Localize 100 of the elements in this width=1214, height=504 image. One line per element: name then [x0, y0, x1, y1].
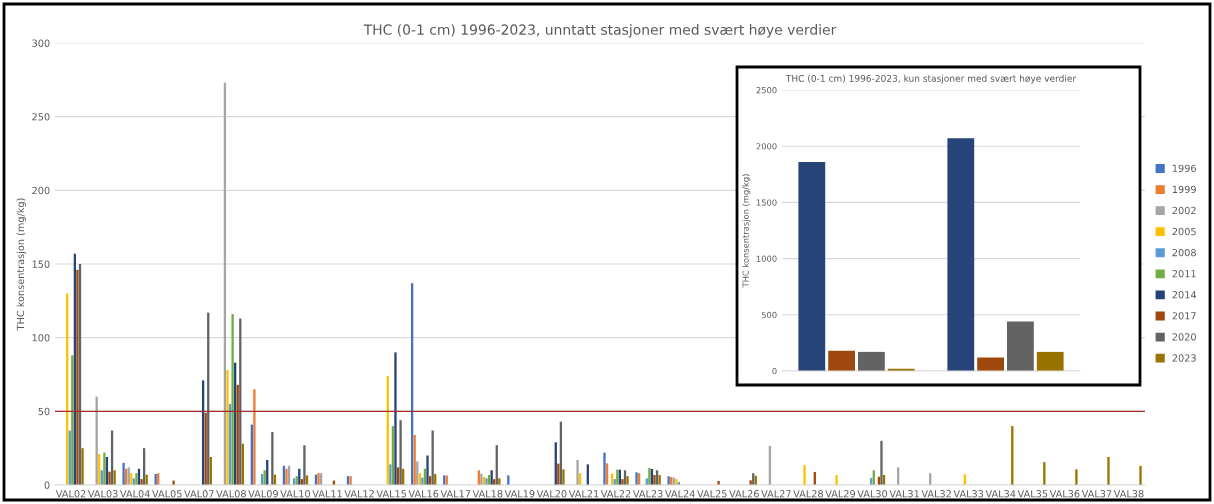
bar	[76, 269, 79, 485]
bar	[576, 459, 579, 485]
y-tick-label: 0	[44, 481, 50, 489]
bar	[303, 445, 306, 485]
y-tick-label: 2500	[756, 86, 777, 94]
bar	[1075, 469, 1078, 485]
x-tick-label: VAL37	[1081, 490, 1112, 498]
bar	[421, 477, 424, 485]
bar	[880, 440, 883, 485]
x-tick-label: VAL04	[119, 490, 150, 498]
bar	[394, 352, 397, 485]
legend-label: 2008	[1172, 248, 1196, 257]
chart-title: THC (0-1 cm) 1996-2023, kun stasjoner med svært høye verdier	[785, 74, 1077, 84]
bar	[977, 357, 1005, 371]
bar	[490, 470, 493, 485]
y-tick-label: 300	[32, 39, 50, 47]
bar	[113, 470, 116, 485]
bar	[431, 430, 434, 485]
x-tick-label: VAL29	[825, 490, 855, 498]
bar	[562, 469, 565, 485]
x-tick-label: VAL35	[1017, 490, 1048, 498]
x-tick-label: VAL24	[664, 490, 695, 498]
bar	[81, 448, 84, 485]
y-tick-label: 150	[32, 260, 50, 268]
bar	[103, 452, 106, 485]
bar	[1107, 457, 1110, 485]
y-tick-label: 0	[772, 367, 777, 375]
x-tick-label: VAL30	[857, 490, 888, 498]
x-tick-label: VAL17	[440, 490, 471, 498]
bar	[226, 370, 229, 485]
x-tick-label: VAL23	[632, 490, 663, 498]
x-tick-label: VAL12	[344, 490, 374, 498]
bar	[122, 462, 125, 485]
legend-label: 2005	[1172, 227, 1196, 236]
legend-label: 2020	[1172, 333, 1196, 341]
legend-label: 2014	[1172, 291, 1197, 299]
bar	[603, 452, 606, 485]
bar	[626, 476, 629, 485]
legend-label: 2017	[1172, 312, 1196, 320]
legend-label: 2011	[1172, 270, 1196, 278]
bar	[717, 481, 720, 485]
legend-label: 2002	[1172, 206, 1196, 215]
bar	[108, 471, 111, 485]
x-tick-label: VAL16	[408, 490, 439, 498]
y-axis-title: THC konsentrasjon (mg/kg)	[16, 198, 27, 331]
y-tick-label: 500	[761, 311, 777, 319]
x-tick-label: VAL07	[184, 490, 214, 498]
x-tick-label: VAL02	[55, 490, 86, 498]
y-tick-label: 2000	[756, 143, 777, 150]
bar	[857, 351, 885, 371]
x-tick-label: VAL08	[216, 490, 246, 498]
x-tick-label: VAL19	[504, 490, 535, 498]
y-tick-label: 50	[38, 407, 50, 416]
x-tick-label: VAL31	[889, 490, 919, 498]
x-tick-label: VAL36	[1049, 490, 1080, 498]
bar	[798, 161, 826, 371]
y-tick-label: 1000	[756, 255, 777, 262]
y-tick-label: 200	[32, 186, 50, 195]
bar	[271, 431, 274, 485]
bar	[621, 479, 624, 485]
x-tick-label: VAL22	[600, 490, 631, 498]
bar	[253, 389, 256, 485]
x-tick-label: VAL38	[1113, 490, 1144, 498]
bar	[172, 480, 175, 485]
x-tick-label: VAL34	[985, 490, 1016, 498]
y-tick-label: 1500	[756, 199, 777, 206]
bar	[140, 479, 143, 485]
x-tick-label: VAL20	[536, 490, 567, 498]
bar	[653, 474, 656, 485]
x-tick-label: VAL11	[312, 490, 342, 498]
x-tick-label: VAL28	[793, 490, 823, 498]
bar	[828, 350, 856, 371]
legend-label: 1996	[1172, 164, 1196, 172]
bar	[1036, 351, 1064, 371]
x-tick-label: VAL27	[761, 490, 791, 498]
bar	[835, 474, 838, 485]
bar	[658, 474, 661, 485]
chart-title: THC (0-1 cm) 1996-2023, unntatt stasjoner med svært høye verdier	[363, 24, 837, 38]
x-tick-label: VAL03	[87, 490, 118, 498]
x-tick-label: VAL15	[376, 490, 406, 498]
x-tick-label: VAL18	[472, 490, 503, 498]
bar	[947, 138, 975, 371]
x-tick-label: VAL21	[568, 490, 599, 498]
x-tick-label: VAL33	[953, 490, 984, 498]
bar	[803, 465, 806, 485]
bar	[231, 314, 234, 485]
bar	[1139, 465, 1142, 485]
bar	[426, 455, 429, 485]
bar	[135, 473, 138, 485]
x-tick-label: VAL32	[921, 490, 951, 498]
x-tick-label: VAL05	[152, 490, 182, 498]
x-tick-label: VAL26	[729, 490, 759, 498]
y-axis-title: THC konsentrasjon (mg/kg)	[742, 174, 751, 288]
y-tick-label: 100	[32, 334, 50, 342]
bar	[399, 420, 402, 485]
legend-label: 1999	[1172, 185, 1196, 194]
x-tick-label: VAL10	[280, 490, 311, 498]
y-tick-label: 250	[32, 113, 50, 121]
x-tick-label: VAL09	[248, 490, 278, 498]
x-tick-label: VAL25	[697, 490, 727, 498]
